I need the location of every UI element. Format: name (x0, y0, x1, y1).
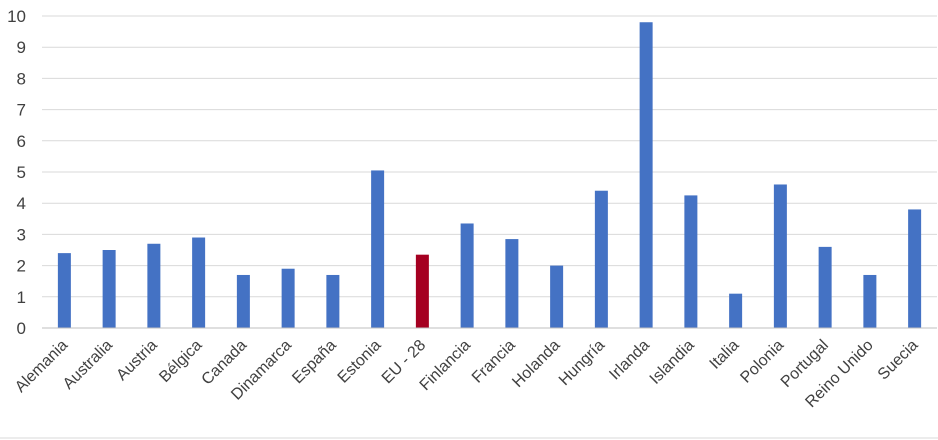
bar (550, 265, 564, 328)
x-axis-category-labels: AlemaniaAustraliaAustriaBélgicaCanadaDin… (12, 337, 922, 411)
x-tick-label: Australia (60, 337, 116, 393)
x-tick-label: Alemania (12, 337, 71, 396)
bar (729, 293, 743, 328)
bar (684, 195, 698, 328)
bar (236, 274, 250, 328)
y-tick-label: 8 (17, 69, 26, 88)
x-tick-label: Italia (707, 337, 743, 373)
bar (908, 209, 922, 328)
y-axis-tick-labels: 0 1 2 3 4 5 6 7 8 9 10 (7, 7, 26, 338)
x-tick-label: Bélgica (156, 337, 205, 386)
y-tick-label: 5 (17, 163, 26, 182)
x-tick-label: Austria (113, 337, 160, 384)
bar (863, 274, 877, 328)
y-tick-label: 7 (17, 101, 26, 120)
x-tick-label: Hungría (556, 337, 608, 389)
bar (773, 184, 787, 328)
y-tick-label: 10 (7, 7, 26, 26)
bar (57, 253, 71, 328)
bar (818, 246, 832, 328)
bars (57, 22, 922, 329)
y-tick-label: 9 (17, 38, 26, 57)
x-tick-label: España (289, 337, 339, 387)
bar (505, 239, 519, 328)
x-tick-label: Holanda (509, 337, 563, 391)
y-tick-label: 1 (17, 288, 26, 307)
bar (102, 250, 116, 328)
bar (594, 190, 608, 328)
x-tick-label: Suecia (875, 337, 922, 384)
bar (415, 254, 429, 328)
bar (281, 268, 295, 328)
y-tick-label: 6 (17, 132, 26, 151)
bar (326, 274, 340, 328)
gridlines (42, 15, 937, 298)
y-tick-label: 3 (17, 225, 26, 244)
bar (460, 223, 474, 328)
y-tick-label: 0 (17, 319, 26, 338)
x-tick-label: Estonia (335, 337, 385, 387)
bar (147, 243, 161, 328)
y-tick-label: 2 (17, 257, 26, 276)
y-tick-label: 4 (17, 194, 26, 213)
x-tick-label: Islandia (647, 337, 698, 388)
bar (639, 22, 653, 329)
bar (371, 170, 385, 328)
bar (192, 237, 206, 328)
